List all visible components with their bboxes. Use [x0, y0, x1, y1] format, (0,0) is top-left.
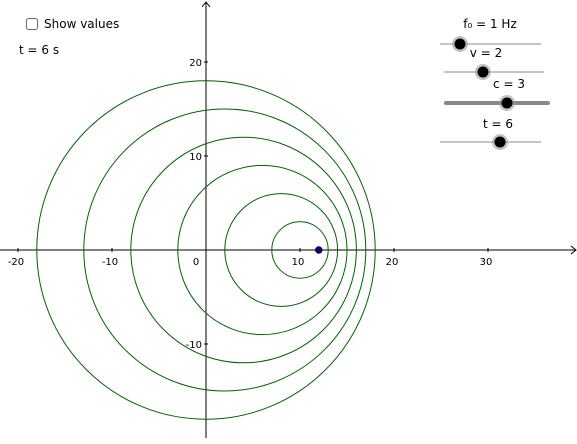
x-tick-label: -10 [102, 257, 118, 268]
tick-marks: -20 -10 0 10 20 30 20 10 -10 [8, 58, 493, 351]
source-layer [315, 246, 323, 254]
slider-v-handle[interactable] [477, 66, 489, 78]
x-tick-label: 0 [193, 257, 199, 268]
sliders: f₀ = 1 Hz v = 2 c = 3 t = 6 [440, 17, 550, 150]
y-tick-label: 20 [189, 58, 202, 69]
slider-f0[interactable]: f₀ = 1 Hz [440, 17, 541, 52]
slider-v-label: v = 2 [470, 46, 502, 60]
x-tick-label: -20 [8, 257, 24, 268]
slider-t-label: t = 6 [483, 117, 513, 131]
slider-f0-handle[interactable] [454, 38, 466, 50]
source-point[interactable] [315, 246, 323, 254]
wavefront-circle [83, 108, 367, 392]
slider-c[interactable]: c = 3 [444, 77, 550, 111]
x-tick-label: 30 [480, 257, 493, 268]
x-tick-label: 10 [292, 257, 305, 268]
time-text: t = 6 s [19, 43, 60, 57]
wavefront-circle [36, 80, 376, 420]
wavefront-circle [177, 164, 348, 336]
wavefront-circle [271, 221, 329, 279]
y-tick-label: -10 [186, 340, 202, 351]
y-tick-label: 10 [189, 152, 202, 163]
x-axis-arrow [570, 245, 577, 255]
slider-t[interactable]: t = 6 [440, 117, 541, 150]
slider-c-handle[interactable] [501, 97, 513, 109]
y-axis-arrow [201, 1, 211, 8]
show-values-checkbox[interactable] [26, 18, 38, 30]
show-values-checkbox-row[interactable]: Show values [26, 17, 119, 31]
slider-v[interactable]: v = 2 [444, 46, 544, 80]
slider-c-label: c = 3 [493, 77, 525, 91]
wavefronts [36, 80, 376, 420]
x-tick-label: 20 [386, 257, 399, 268]
show-values-label: Show values [44, 17, 120, 31]
slider-t-handle[interactable] [494, 136, 506, 148]
wavefront-circle [224, 193, 339, 307]
slider-f0-label: f₀ = 1 Hz [463, 17, 517, 31]
wavefront-circle [130, 136, 357, 364]
